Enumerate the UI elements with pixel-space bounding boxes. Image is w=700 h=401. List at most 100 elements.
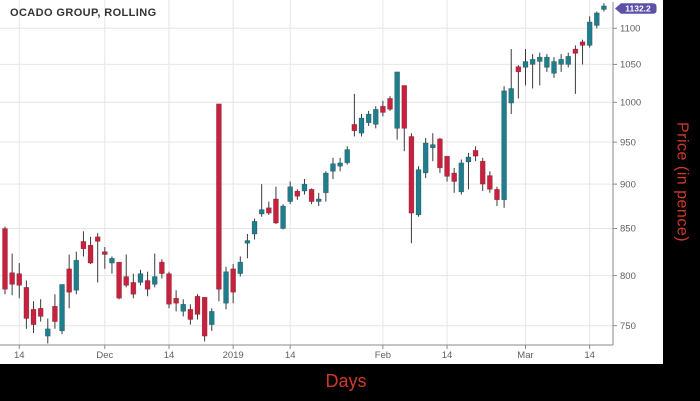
candle-body xyxy=(544,56,550,68)
candle-body xyxy=(180,303,187,312)
candle-body xyxy=(116,261,122,299)
candle-body xyxy=(230,268,236,293)
candle-body xyxy=(451,172,457,182)
candle-body xyxy=(458,162,465,193)
candle-body xyxy=(208,311,215,325)
candle-body xyxy=(194,295,201,315)
candle-body xyxy=(87,244,94,264)
y-tick-label: 900 xyxy=(620,179,636,190)
candle-body xyxy=(515,66,522,73)
candle-body xyxy=(59,284,65,332)
candle-body xyxy=(23,287,30,319)
candle-body xyxy=(494,189,500,201)
candle-body xyxy=(30,309,37,325)
candle-body xyxy=(437,138,443,169)
candle-body xyxy=(408,136,415,214)
candle-body xyxy=(130,282,137,295)
candle-body xyxy=(237,261,244,274)
candle-body xyxy=(201,296,208,337)
candle-body xyxy=(586,21,593,46)
candle-body xyxy=(144,280,151,290)
candle-body xyxy=(9,272,15,285)
candle-body xyxy=(52,305,58,322)
x-tick-label: 14 xyxy=(442,350,453,361)
candle-body xyxy=(102,251,108,255)
candle-body xyxy=(187,309,194,320)
candle-body xyxy=(266,207,272,214)
y-tick-label: 800 xyxy=(620,271,636,282)
last-price-badge xyxy=(615,3,657,14)
y-axis-label: Price (in pence) xyxy=(673,121,691,243)
candle-body xyxy=(223,271,229,304)
candle-body xyxy=(415,169,422,216)
chart-title: OCADO GROUP, ROLLING xyxy=(10,7,157,19)
candle-body xyxy=(601,5,607,10)
candle-body xyxy=(444,155,450,177)
candle-body xyxy=(536,56,543,62)
x-tick-label: Mar xyxy=(517,350,533,361)
candle-body xyxy=(351,124,358,132)
candle-body xyxy=(337,162,343,167)
candle-body xyxy=(429,144,436,149)
x-tick-label: 14 xyxy=(164,350,175,361)
candle-body xyxy=(394,71,400,129)
candle-body xyxy=(465,156,472,163)
candle-body xyxy=(522,61,529,68)
candle-body xyxy=(258,209,265,215)
y-tick-label: 950 xyxy=(620,137,636,148)
y-tick-label: 1000 xyxy=(620,98,641,109)
candle-body xyxy=(365,113,372,124)
candle-body xyxy=(358,117,365,134)
x-tick-label: 14 xyxy=(285,350,296,361)
candle-body xyxy=(216,103,222,290)
candle-body xyxy=(44,328,51,337)
candle-body xyxy=(401,85,408,129)
candle-body xyxy=(529,58,536,65)
candle-body xyxy=(472,150,479,157)
x-tick-label: 14 xyxy=(584,350,595,361)
x-axis-label: Days xyxy=(325,371,367,391)
y-tick-label: 750 xyxy=(620,321,636,332)
candle-body xyxy=(137,273,144,283)
candle-body xyxy=(323,172,329,194)
candle-body xyxy=(330,163,336,172)
candle-body xyxy=(16,273,23,286)
candle-body xyxy=(173,297,179,304)
candle-body xyxy=(94,236,101,242)
candle-body xyxy=(579,41,586,46)
candle-body xyxy=(73,259,80,291)
candlestick-chart: 750 800 850 900 950 1000 1050 1100 14 Dec 14 2019 14… xyxy=(0,0,657,361)
candle-body xyxy=(508,88,515,104)
x-tick-label: Dec xyxy=(96,350,113,361)
x-tick-label: 14 xyxy=(14,350,25,361)
candle-body xyxy=(558,58,564,65)
y-tick-label: 1100 xyxy=(620,24,640,35)
candle-body xyxy=(501,90,507,201)
candle-body xyxy=(109,258,115,264)
candle-body xyxy=(380,105,386,113)
candle-body xyxy=(487,175,493,190)
candle-body xyxy=(151,276,158,285)
candle-body xyxy=(287,186,294,202)
last-price-value: 1132.2 xyxy=(625,4,651,14)
candle-body xyxy=(280,205,286,229)
candle-body xyxy=(244,240,251,244)
candle-body xyxy=(572,48,579,54)
x-tick-label: 2019 xyxy=(223,350,244,361)
candle-body xyxy=(372,109,379,125)
candle-body xyxy=(551,61,557,74)
candle-body xyxy=(565,56,572,65)
y-tick-label: 850 xyxy=(620,224,636,235)
candle-body xyxy=(123,276,130,286)
candle-body xyxy=(251,220,258,235)
y-tick-label: 1050 xyxy=(620,60,641,71)
candle-body xyxy=(166,273,172,305)
candle-body xyxy=(593,12,600,26)
candle-body xyxy=(2,228,8,290)
candle-body xyxy=(479,160,486,185)
chart-panel: 750 800 850 900 950 1000 1050 1100 14 Dec 14 2019 14… xyxy=(0,0,663,364)
candle-body xyxy=(308,189,315,202)
candle-body xyxy=(315,198,322,202)
candle-body xyxy=(80,241,87,250)
